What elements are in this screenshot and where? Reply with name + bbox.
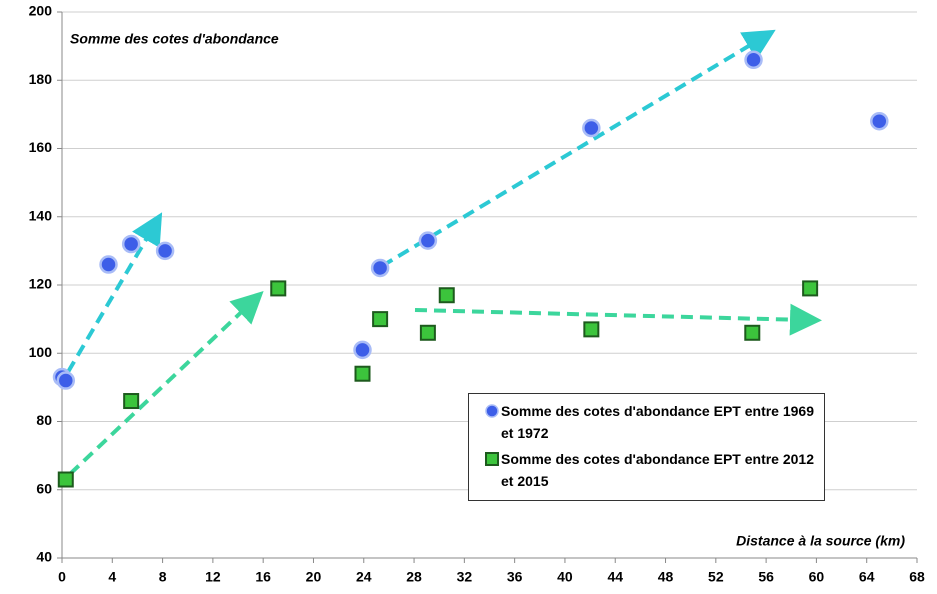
x-axis-title: Distance à la source (km) [736, 533, 905, 549]
point [870, 111, 889, 131]
point [744, 324, 761, 341]
legend-symbol [485, 452, 499, 466]
arrow [414, 303, 822, 336]
legend-label: Somme des cotes d'abondance EPT entre 19… [501, 403, 814, 441]
x-tick-label: 16 [255, 569, 271, 585]
point [354, 365, 371, 382]
point [123, 393, 140, 410]
legend-label: Somme des cotes d'abondance EPT entre 20… [501, 451, 814, 489]
x-tick-label: 32 [457, 569, 473, 585]
point [155, 241, 175, 261]
legend-symbol [485, 404, 499, 418]
point [744, 50, 763, 70]
legend-entry: Somme des cotes d'abondance EPT entre 19… [475, 400, 818, 444]
y-tick-label: 120 [29, 276, 53, 292]
x-tick-label: 60 [809, 569, 825, 585]
point [583, 321, 600, 338]
y-axis-title: Somme des cotes d'abondance [70, 31, 279, 47]
arrow [68, 291, 264, 476]
legend-marker [485, 404, 499, 418]
x-tick-label: 0 [58, 569, 66, 585]
x-tick-label: 68 [909, 569, 925, 585]
point [372, 311, 389, 328]
x-tick-label: 8 [159, 569, 167, 585]
x-tick-label: 48 [658, 569, 674, 585]
point [99, 255, 118, 274]
y-tick-label: 100 [29, 344, 53, 360]
point [582, 118, 601, 138]
point [418, 231, 438, 250]
point [802, 280, 819, 297]
point [419, 324, 436, 341]
x-tick-label: 36 [507, 569, 523, 585]
x-tick-label: 64 [859, 569, 875, 585]
y-tick-label: 80 [36, 412, 52, 428]
point [57, 471, 74, 488]
y-tick-label: 180 [29, 71, 53, 87]
y-tick-label: 140 [29, 207, 53, 223]
x-tick-label: 28 [406, 569, 422, 585]
x-tick-label: 12 [205, 569, 221, 585]
point [438, 287, 455, 304]
legend: Somme des cotes d'abondance EPT entre 19… [468, 393, 825, 501]
y-tick-label: 40 [36, 549, 52, 565]
arrow [66, 212, 163, 374]
x-tick-label: 4 [108, 569, 116, 585]
arrow [380, 29, 776, 268]
point [121, 234, 141, 254]
legend-entry: Somme des cotes d'abondance EPT entre 20… [475, 448, 818, 492]
point [56, 371, 76, 390]
point [270, 280, 287, 297]
point [370, 258, 390, 278]
x-tick-label: 44 [607, 569, 623, 585]
x-tick-label: 40 [557, 569, 573, 585]
y-tick-label: 200 [29, 3, 53, 19]
point [353, 340, 372, 360]
trend-arrows [66, 29, 822, 476]
legend-marker [485, 452, 499, 466]
y-tick-label: 60 [36, 480, 52, 496]
y-tick-label: 160 [29, 139, 53, 155]
x-tick-label: 52 [708, 569, 724, 585]
x-tick-label: 56 [758, 569, 774, 585]
x-tick-label: 24 [356, 569, 372, 585]
x-tick-label: 20 [306, 569, 322, 585]
